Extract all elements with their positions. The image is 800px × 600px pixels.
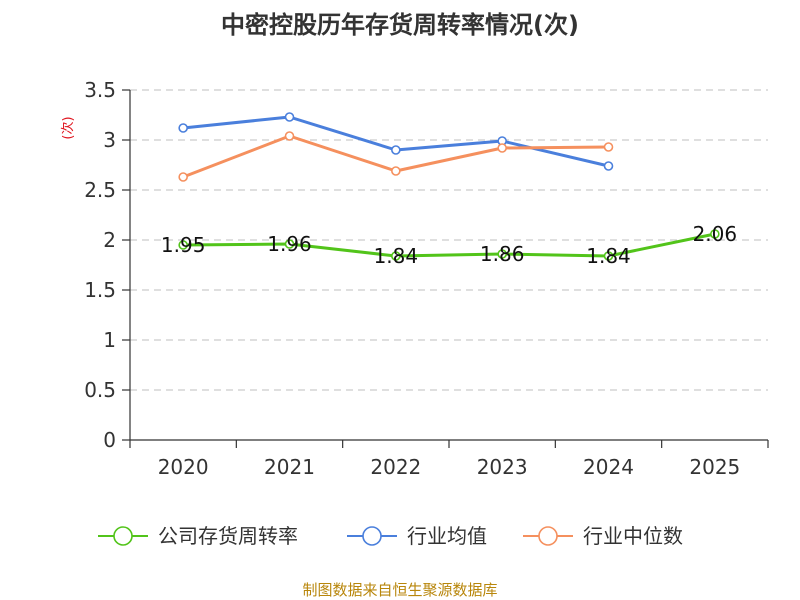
series-line-1 xyxy=(183,232,716,258)
data-label: 1.84 xyxy=(374,244,419,268)
data-labels: 1.95 1.96 1.84 1.86 1.84 2.06 xyxy=(161,222,737,268)
legend-marker xyxy=(538,526,558,546)
legend-item[interactable]: 行业中位数 xyxy=(523,524,683,548)
x-tick-label: 2024 xyxy=(583,455,634,479)
data-label: 1.84 xyxy=(586,244,631,268)
x-tick-label: 2021 xyxy=(264,455,315,479)
y-tick-label: 0 xyxy=(103,428,116,452)
chart-title: 中密控股历年存货周转率情况(次) xyxy=(221,11,579,39)
legend-label: 行业均值 xyxy=(407,524,487,548)
y-tick-label: 2 xyxy=(103,228,116,252)
data-point xyxy=(603,142,614,152)
x-tick-label: 2023 xyxy=(477,455,528,479)
source-note: 制图数据来自恒生聚源数据库 xyxy=(302,581,497,599)
x-tick-label: 2022 xyxy=(370,455,421,479)
data-point xyxy=(603,161,614,171)
legend-marker xyxy=(362,526,382,546)
data-point xyxy=(391,145,401,155)
data-point xyxy=(391,166,401,176)
data-label: 2.06 xyxy=(693,222,738,246)
y-tick-label: 0.5 xyxy=(84,378,116,402)
legend-label: 公司存货周转率 xyxy=(158,524,298,548)
series xyxy=(178,112,720,261)
y-tick-label: 1.5 xyxy=(84,278,116,302)
data-point xyxy=(178,172,188,182)
data-label: 1.95 xyxy=(161,233,206,257)
x-tick-label: 2025 xyxy=(689,455,740,479)
y-axis-label: (次) xyxy=(60,116,76,139)
y-tick-label: 3 xyxy=(103,128,116,152)
data-point xyxy=(178,240,188,250)
legend-label: 行业中位数 xyxy=(583,524,683,548)
data-point xyxy=(710,229,720,239)
data-point xyxy=(284,239,295,249)
data-label: 1.96 xyxy=(267,232,312,256)
data-label: 1.86 xyxy=(480,242,525,266)
legend: 公司存货周转率 行业均值 行业中位数 xyxy=(98,524,683,548)
series-line-2 xyxy=(183,115,609,168)
data-point xyxy=(497,143,507,153)
legend-marker xyxy=(113,526,133,546)
data-point xyxy=(284,112,295,122)
axes: 0 0.5 1 1.5 2 2.5 3 3.5 2020 2021 2022 2023 2024 2025 xyxy=(84,78,769,479)
data-point xyxy=(391,251,401,261)
data-point xyxy=(178,123,188,133)
data-point xyxy=(603,251,614,261)
y-tick-label: 2.5 xyxy=(84,178,116,202)
data-point xyxy=(497,249,507,259)
data-point xyxy=(284,131,295,141)
grid xyxy=(130,89,768,391)
legend-item[interactable]: 行业均值 xyxy=(347,524,487,548)
legend-item[interactable]: 公司存货周转率 xyxy=(98,524,298,548)
y-tick-label: 3.5 xyxy=(84,78,116,102)
x-tick-label: 2020 xyxy=(158,455,209,479)
y-tick-label: 1 xyxy=(103,328,116,352)
